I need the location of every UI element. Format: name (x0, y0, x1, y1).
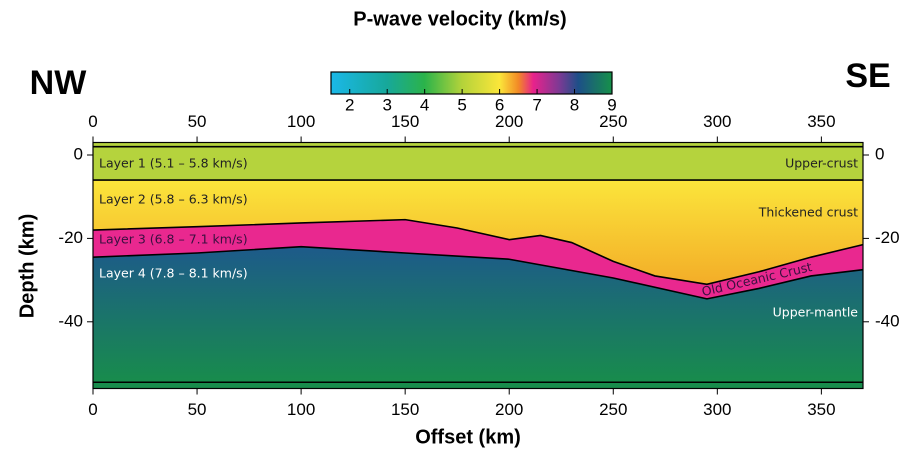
y-axis-label: Depth (km) (16, 214, 38, 318)
colorbar-tick-label: 2 (345, 95, 354, 114)
x-tick-label: 300 (703, 400, 731, 419)
zone-label: Upper-crust (785, 156, 858, 171)
nw-label: NW (30, 64, 88, 102)
x-tick-label: 350 (807, 400, 835, 419)
layer-label: Layer 1 (5.1 – 5.8 km/s) (99, 156, 248, 171)
se-label: SE (845, 57, 890, 95)
y-tick-label: -20 (58, 228, 83, 247)
colorbar-tick-label: 6 (495, 95, 504, 114)
x-tick-label-top: 250 (599, 112, 627, 131)
layer-label: Layer 2 (5.8 – 6.3 km/s) (99, 192, 248, 207)
colorbar-tick-label: 3 (382, 95, 391, 114)
x-tick-label-top: 350 (807, 112, 835, 131)
layer-boundary (92, 245, 864, 300)
layer-fill (93, 146, 863, 181)
colorbar-tick-label: 4 (420, 95, 429, 114)
y-tick-label-right: -20 (875, 228, 900, 247)
plot-frame (92, 141, 864, 390)
x-tick-label: 0 (88, 400, 97, 419)
x-tick-label-top: 50 (188, 112, 207, 131)
layer-fill (93, 246, 863, 383)
bottom-fill (93, 382, 863, 389)
x-tick-label: 250 (599, 400, 627, 419)
colorbar-tick-label: 7 (532, 95, 541, 114)
colorbar-title: P-wave velocity (km/s) (353, 8, 566, 30)
colorbar-tick-label: 9 (607, 95, 616, 114)
x-tick-label: 200 (495, 400, 523, 419)
x-tick-label-top: 150 (391, 112, 419, 131)
layer-boundary (92, 218, 864, 286)
colorbar (330, 71, 613, 95)
colorbar-tick-label: 8 (570, 95, 579, 114)
x-tick-label: 100 (287, 400, 315, 419)
x-tick-label-top: 200 (495, 112, 523, 131)
x-tick-label: 150 (391, 400, 419, 419)
x-tick-label-top: 300 (703, 112, 731, 131)
x-axis-label: Offset (km) (415, 426, 521, 448)
y-tick-label-right: -40 (875, 311, 900, 330)
y-tick-label: -40 (58, 311, 83, 330)
zone-label: Thickened crust (758, 205, 858, 220)
zone-label: Upper-mantle (773, 305, 859, 320)
x-tick-label-top: 0 (88, 112, 97, 131)
y-tick-label: 0 (74, 144, 83, 163)
x-tick-label-top: 100 (287, 112, 315, 131)
x-tick-label: 50 (188, 400, 207, 419)
y-tick-label-right: 0 (875, 144, 884, 163)
colorbar-tick-label: 5 (457, 95, 466, 114)
top-fill (93, 142, 863, 147)
layer-label: Layer 3 (6.8 – 7.1 km/s) (99, 232, 248, 247)
layer-label: Layer 4 (7.8 – 8.1 km/s) (99, 266, 248, 281)
